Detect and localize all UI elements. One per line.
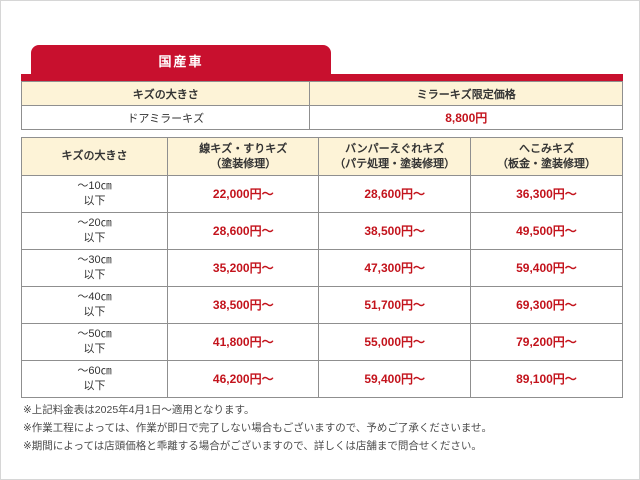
bumper-gouge-column-header: バンパーえぐれキズ （パテ処理・塗装修理） <box>318 137 471 176</box>
price-cell: 47,300円～ <box>318 249 471 287</box>
accent-bar <box>21 74 623 82</box>
line-scratch-column-header: 線キズ・すりキズ （塗装修理） <box>167 137 320 176</box>
mirror-price-table: キズの大きさ ミラーキズ限定価格 ドアミラーキズ 8,800円 <box>20 81 623 130</box>
size-cell: ～40㎝ 以下 <box>20 286 169 324</box>
price-cell: 46,200円～ <box>167 360 320 398</box>
price-cell: 51,700円～ <box>318 286 471 324</box>
price-cell: 59,400円～ <box>318 360 471 398</box>
table-row: ～50㎝ 以下 41,800円～ 55,000円～ 79,200円～ <box>20 323 624 361</box>
table-row: ～40㎝ 以下 38,500円～ 51,700円～ 69,300円～ <box>20 286 624 324</box>
table-row: ～30㎝ 以下 35,200円～ 47,300円～ 59,400円～ <box>20 249 624 287</box>
table-row: ～10㎝ 以下 22,000円～ 28,600円～ 36,300円～ <box>20 175 624 213</box>
domestic-car-tab[interactable]: 国産車 <box>31 45 331 75</box>
door-mirror-label-cell: ドアミラーキズ <box>20 105 311 130</box>
repair-table-header-row: キズの大きさ 線キズ・すりキズ （塗装修理） バンパーえぐれキズ （パテ処理・塗… <box>20 137 624 176</box>
price-cell: 36,300円～ <box>469 175 624 213</box>
size-cell: ～60㎝ 以下 <box>20 360 169 398</box>
mirror-size-header-cell: キズの大きさ <box>20 81 311 106</box>
price-cell: 49,500円～ <box>469 212 624 250</box>
price-cell: 35,200円～ <box>167 249 320 287</box>
footnotes: ※上記料金表は2025年4月1日～適用となります。 ※作業工程によっては、作業が… <box>23 403 619 456</box>
size-cell: ～30㎝ 以下 <box>20 249 169 287</box>
size-cell: ～10㎝ 以下 <box>20 175 169 213</box>
price-cell: 79,200円～ <box>469 323 624 361</box>
price-cell: 22,000円～ <box>167 175 320 213</box>
size-column-header: キズの大きさ <box>20 137 169 176</box>
size-cell: ～20㎝ 以下 <box>20 212 169 250</box>
repair-price-table: キズの大きさ 線キズ・すりキズ （塗装修理） バンパーえぐれキズ （パテ処理・塗… <box>20 137 624 398</box>
door-mirror-price-cell: 8,800円 <box>309 105 623 130</box>
dent-column-header: へこみキズ （板金・塗装修理） <box>469 137 624 176</box>
price-cell: 69,300円～ <box>469 286 624 324</box>
table-row: ～60㎝ 以下 46,200円～ 59,400円～ 89,100円～ <box>20 360 624 398</box>
price-cell: 59,400円～ <box>469 249 624 287</box>
note-line: ※上記料金表は2025年4月1日～適用となります。 <box>23 404 255 416</box>
table-row: ドアミラーキズ 8,800円 <box>20 105 623 130</box>
price-cell: 41,800円～ <box>167 323 320 361</box>
table-row: ～20㎝ 以下 28,600円～ 38,500円～ 49,500円～ <box>20 212 624 250</box>
price-cell: 38,500円～ <box>167 286 320 324</box>
size-cell: ～50㎝ 以下 <box>20 323 169 361</box>
mirror-price-header-cell: ミラーキズ限定価格 <box>309 81 623 106</box>
note-line: ※作業工程によっては、作業が即日で完了しない場合もございますので、予めご了承くだ… <box>23 421 493 434</box>
note-line: ※期間によっては店頭価格と乖離する場合がございますので、詳しくは店舗まで問合せく… <box>23 439 482 452</box>
price-cell: 55,000円～ <box>318 323 471 361</box>
price-cell: 28,600円～ <box>167 212 320 250</box>
price-cell: 89,100円～ <box>469 360 624 398</box>
price-cell: 28,600円～ <box>318 175 471 213</box>
mirror-table-header-row: キズの大きさ ミラーキズ限定価格 <box>20 81 623 106</box>
price-cell: 38,500円～ <box>318 212 471 250</box>
